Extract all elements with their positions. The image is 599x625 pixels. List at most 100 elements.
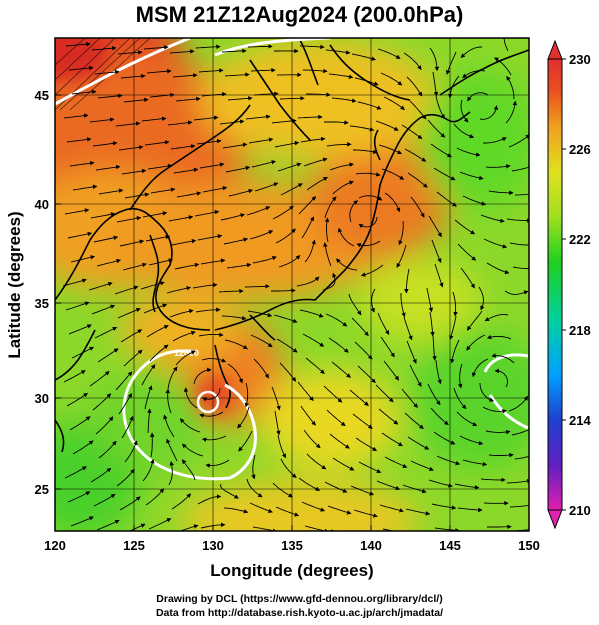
streamline (297, 114, 323, 120)
streamline (252, 256, 277, 264)
streamline (484, 314, 509, 322)
streamline (277, 162, 302, 172)
streamline (175, 96, 201, 102)
streamline (253, 91, 279, 97)
streamline (351, 53, 377, 61)
streamline (124, 192, 150, 199)
streamline (273, 314, 298, 323)
streamline (183, 387, 198, 409)
streamline (93, 493, 116, 507)
streamline (462, 459, 488, 467)
streamline (357, 101, 382, 110)
streamline (426, 287, 434, 313)
streamline (118, 145, 144, 151)
streamline (303, 429, 321, 449)
streamline (487, 524, 512, 530)
streamline (246, 206, 271, 216)
streamline (201, 435, 227, 442)
colorbar-labels: 230 226 222 218 214 210 (569, 52, 591, 518)
streamline (324, 196, 337, 219)
streamline (351, 317, 369, 337)
streamline (384, 456, 408, 468)
streamline (336, 258, 358, 271)
streamline (272, 205, 294, 220)
streamline (375, 120, 399, 131)
streamline (91, 45, 117, 51)
streamline (349, 125, 375, 132)
streamline (460, 99, 469, 123)
streamline (404, 268, 410, 294)
streamline (403, 316, 413, 341)
colorbar-min-arrow (547, 509, 563, 530)
streamline (303, 157, 328, 167)
streamline (456, 411, 478, 427)
streamline (220, 483, 239, 499)
streamline (296, 276, 320, 287)
streamline (483, 137, 507, 144)
streamline (92, 393, 112, 411)
streamline (64, 208, 90, 215)
streamline (434, 263, 444, 288)
streamline (436, 191, 457, 207)
streamline (117, 307, 141, 319)
y-tick-label: 25 (35, 482, 49, 497)
credit-drawing: Drawing by DCL (https://www.gfd-dennou.o… (156, 593, 443, 605)
streamline (453, 123, 475, 139)
streamline (172, 330, 196, 342)
streamline (251, 160, 277, 168)
streamline (427, 119, 446, 138)
streamline (325, 49, 351, 55)
streamline (223, 237, 249, 245)
streamline (306, 453, 327, 470)
streamline (201, 358, 227, 363)
streamline (457, 363, 463, 389)
streamline (326, 142, 352, 147)
streamline (115, 371, 133, 391)
streamline (193, 115, 219, 121)
streamline (124, 440, 138, 463)
streamline (454, 219, 476, 235)
streamline (68, 324, 92, 335)
streamline (199, 162, 225, 169)
streamline (166, 285, 192, 294)
streamline (479, 382, 495, 402)
streamline (378, 144, 403, 155)
colorbar-label: 222 (569, 232, 591, 247)
streamline (428, 479, 453, 488)
streamline (271, 288, 296, 293)
streamline (222, 142, 248, 149)
streamline (115, 121, 141, 127)
streamline (247, 44, 273, 49)
streamline (244, 284, 270, 289)
streamline (219, 119, 245, 125)
streamline (331, 97, 357, 103)
streamline (486, 334, 512, 340)
streamline (205, 459, 230, 468)
y-tick-label: 45 (35, 88, 49, 103)
streamline (462, 70, 486, 79)
streamline (174, 262, 200, 270)
streamline (405, 508, 431, 516)
streamline (275, 228, 296, 244)
streamline (93, 235, 119, 243)
streamline (120, 329, 143, 343)
streamline (508, 134, 529, 148)
streamline (354, 341, 373, 360)
streamline (220, 213, 246, 221)
streamline (114, 285, 139, 295)
streamline (481, 530, 486, 531)
streamline (454, 483, 480, 490)
y-tick-label: 40 (35, 197, 49, 212)
streamline (302, 333, 325, 347)
streamline (514, 193, 529, 196)
streamline (98, 188, 124, 195)
streamline (306, 176, 328, 191)
streamline (299, 44, 325, 50)
streamline (404, 412, 424, 429)
x-tick-label: 145 (439, 538, 461, 553)
streamline (246, 478, 263, 498)
streamline (143, 303, 168, 314)
streamline (401, 124, 423, 140)
streamline (409, 364, 422, 387)
colorbar-gradient (547, 58, 563, 511)
